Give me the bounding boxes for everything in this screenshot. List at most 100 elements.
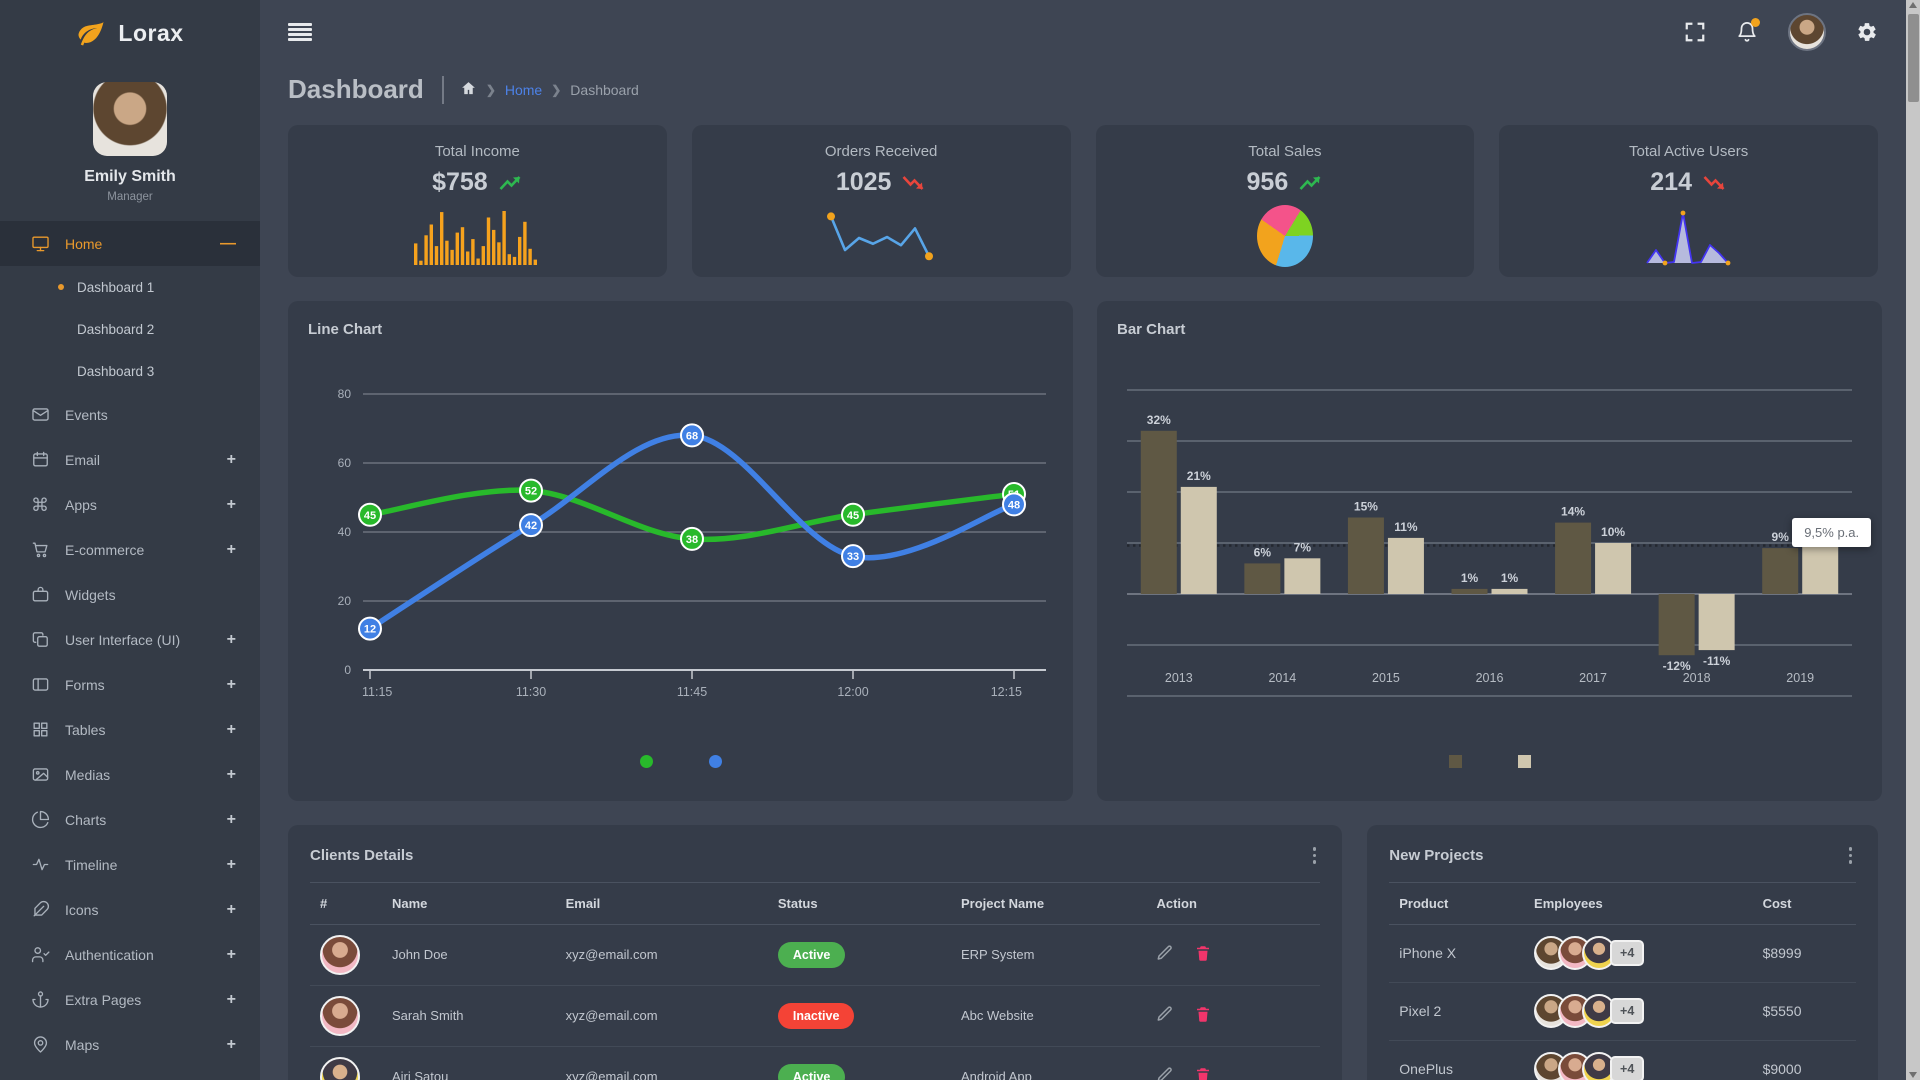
notifications-bell-icon[interactable] — [1736, 18, 1760, 43]
sidebar-nav: Home — Dashboard 1 Dashboard 2 Dashboard … — [0, 221, 260, 1067]
expand-icon[interactable]: + — [226, 450, 236, 468]
sidebar-item-apps[interactable]: ⌘ Apps + — [0, 482, 260, 527]
employee-avatars: +4 — [1534, 994, 1743, 1028]
expand-icon[interactable]: + — [226, 1035, 236, 1053]
project-cost: $8999 — [1752, 924, 1856, 983]
svg-text:15%: 15% — [1354, 500, 1378, 514]
expand-icon[interactable]: + — [226, 810, 236, 828]
sidebar-item-authentication[interactable]: Authentication + — [0, 932, 260, 977]
stat-card-total-income: Total Income $758 — [288, 125, 667, 277]
scroll-down-arrow[interactable] — [1909, 1072, 1917, 1078]
table-row: John Doe xyz@email.com Active ERP System — [310, 924, 1321, 986]
legend-dot-series-blue[interactable] — [708, 755, 722, 768]
data-point: 45 — [841, 502, 865, 527]
stat-value: 1025 — [835, 168, 892, 196]
svg-text:33: 33 — [847, 551, 859, 563]
sidebar-subitem-dashboard-3[interactable]: Dashboard 3 — [0, 350, 260, 392]
svg-text:60: 60 — [338, 456, 352, 470]
sidebar-item-timeline[interactable]: Timeline + — [0, 842, 260, 887]
sidebar-item-home[interactable]: Home — — [0, 221, 260, 266]
brand-logo[interactable]: Lorax — [0, 0, 260, 66]
edit-pencil-icon[interactable] — [1156, 944, 1174, 962]
more-employees-badge[interactable]: +4 — [1610, 998, 1645, 1024]
sidebar-item-tables[interactable]: Tables + — [0, 707, 260, 752]
settings-gear-icon[interactable] — [1856, 21, 1878, 43]
expand-icon[interactable]: + — [226, 855, 236, 873]
svg-text:2016: 2016 — [1476, 671, 1504, 685]
users-spike-chart — [1645, 210, 1731, 266]
sidebar-subitem-dashboard-2[interactable]: Dashboard 2 — [0, 308, 260, 350]
copy-icon — [32, 632, 48, 647]
expand-icon[interactable]: + — [226, 990, 236, 1008]
sidebar-item-extra-pages[interactable]: Extra Pages + — [0, 977, 260, 1022]
scrollbar-thumb[interactable] — [1907, 14, 1919, 102]
svg-text:52: 52 — [525, 486, 537, 498]
sidebar-item-widgets[interactable]: Widgets — [0, 572, 260, 617]
sidebar-item-email[interactable]: Email + — [0, 437, 260, 482]
expand-icon[interactable]: + — [226, 675, 236, 693]
expand-icon[interactable]: + — [226, 630, 236, 648]
page-scrollbar[interactable] — [1906, 0, 1920, 1080]
clients-table: # Name Email Status Project Name Action John … — [310, 881, 1321, 1080]
legend-dot-series-green[interactable] — [639, 755, 653, 768]
fullscreen-icon[interactable] — [1684, 21, 1706, 43]
orders-sparkline — [827, 212, 934, 261]
svg-text:12:15: 12:15 — [991, 685, 1022, 699]
sidebar-item-charts[interactable]: Charts + — [0, 797, 260, 842]
sidebar-item-forms[interactable]: Forms + — [0, 662, 260, 707]
svg-text:2017: 2017 — [1579, 671, 1607, 685]
svg-text:48: 48 — [1008, 499, 1020, 511]
stat-value: $758 — [432, 168, 488, 196]
client-avatar — [320, 934, 360, 975]
svg-text:45: 45 — [364, 510, 376, 522]
sidebar-item-maps[interactable]: Maps + — [0, 1022, 260, 1067]
project-product: Pixel 2 — [1389, 982, 1525, 1041]
stat-card-total-active-users: Total Active Users 214 — [1499, 125, 1878, 277]
card-menu-icon[interactable] — [1845, 843, 1857, 868]
delete-trash-icon[interactable] — [1194, 1066, 1212, 1080]
data-point: 52 — [519, 478, 543, 503]
edit-pencil-icon[interactable] — [1156, 1066, 1174, 1080]
tables-row: Clients Details # Name Email Status Project … — [288, 825, 1878, 1080]
delete-trash-icon[interactable] — [1194, 1005, 1212, 1023]
profile-avatar[interactable] — [93, 82, 167, 156]
sidebar-item-label: Medias — [65, 766, 111, 783]
sidebar-subitem-dashboard-1[interactable]: Dashboard 1 — [0, 266, 260, 308]
legend-swatch-series-light[interactable] — [1517, 755, 1531, 768]
projects-card-title: New Projects — [1389, 846, 1484, 864]
expand-icon[interactable]: + — [226, 900, 236, 918]
sidebar-item-label: Widgets — [65, 586, 116, 603]
delete-trash-icon[interactable] — [1194, 944, 1212, 962]
expand-icon[interactable]: + — [226, 720, 236, 738]
line-chart: 0 20 40 60 80 11:15 11:30 11:45 12:00 12:15 45 52… — [308, 342, 1053, 745]
stat-value: 214 — [1650, 168, 1692, 196]
scroll-up-arrow[interactable] — [1909, 2, 1917, 8]
more-employees-badge[interactable]: +4 — [1610, 940, 1645, 966]
more-employees-badge[interactable]: +4 — [1610, 1056, 1645, 1080]
collapse-icon[interactable]: — — [220, 234, 236, 252]
expand-icon[interactable]: + — [226, 540, 236, 558]
breadcrumb-link-home[interactable]: Home — [504, 81, 543, 98]
sidebar-item-e-commerce[interactable]: E-commerce + — [0, 527, 260, 572]
menu-toggle-icon[interactable] — [288, 20, 312, 43]
user-avatar[interactable] — [1788, 13, 1826, 51]
status-badge: Active — [777, 1063, 846, 1080]
sidebar-item-icons[interactable]: Icons + — [0, 887, 260, 932]
expand-icon[interactable]: + — [226, 765, 236, 783]
card-menu-icon[interactable] — [1309, 843, 1321, 868]
edit-pencil-icon[interactable] — [1156, 1005, 1174, 1023]
chart-tooltip: 9,5% p.a. — [1792, 517, 1872, 547]
bar-chart-legend — [1117, 755, 1862, 768]
home-icon[interactable] — [460, 80, 477, 100]
profile-role: Manager — [107, 191, 153, 203]
expand-icon[interactable]: + — [226, 945, 236, 963]
grid-icon — [32, 722, 48, 737]
topbar — [260, 0, 1906, 64]
main-area: Dashboard ❯ Home ❯ Dashboard Total Incom… — [260, 0, 1920, 1080]
sidebar-item-medias[interactable]: Medias + — [0, 752, 260, 797]
sidebar-item-user-interface-ui-[interactable]: User Interface (UI) + — [0, 617, 260, 662]
sidebar-item-events[interactable]: Events — [0, 392, 260, 437]
legend-swatch-series-dark[interactable] — [1448, 755, 1462, 768]
sidebar-item-label: User Interface (UI) — [65, 631, 181, 648]
expand-icon[interactable]: + — [226, 495, 236, 513]
